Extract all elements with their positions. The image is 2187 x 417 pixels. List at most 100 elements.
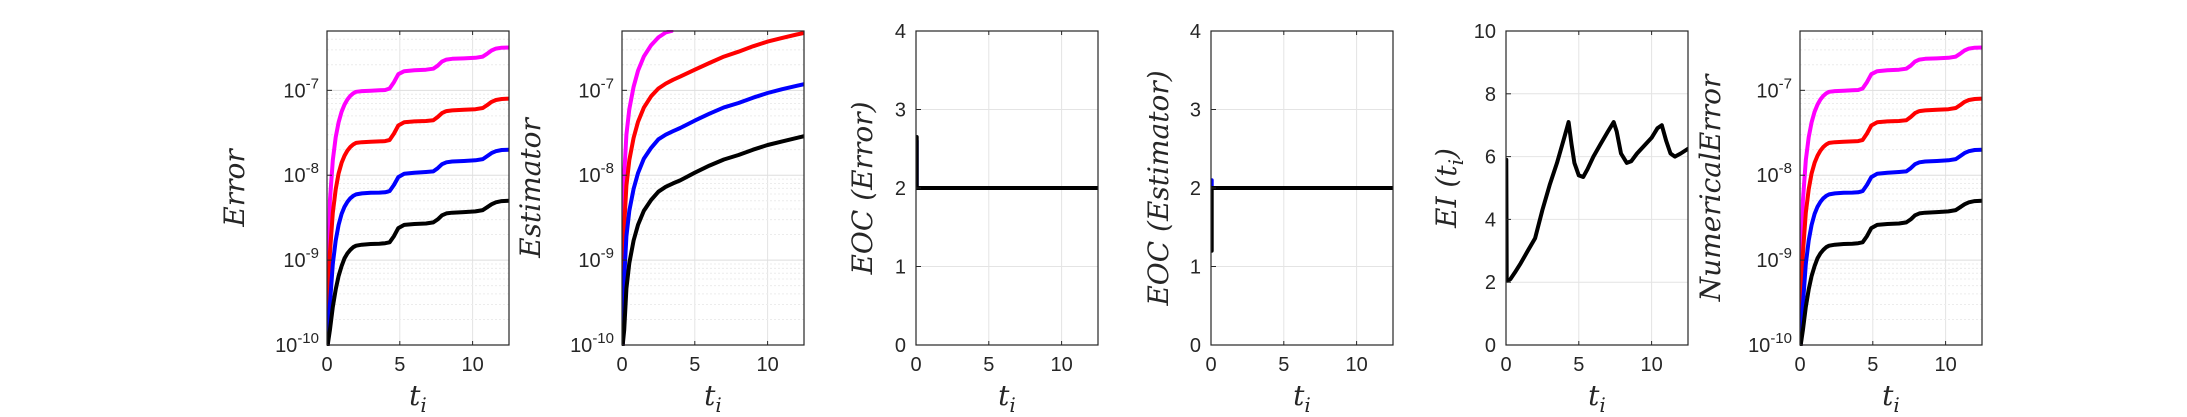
x-tick-label: 5 [983, 354, 994, 376]
y-tick-label: 10-7 [1756, 75, 1792, 102]
x-tick-label: 10 [1345, 354, 1367, 376]
series-group [622, 30, 804, 346]
x-axis-label-subscript: i [420, 393, 426, 417]
y-tick-mantissa: 10 [578, 165, 600, 187]
y-tick-exponent: -10 [592, 330, 614, 347]
x-axis-label-main: t [998, 379, 1010, 412]
x-tick-label: 5 [689, 354, 700, 376]
series-line-black [327, 198, 509, 346]
y-tick-label: 10-8 [1756, 160, 1792, 187]
series-line-magenta [1800, 45, 1982, 346]
series-group [327, 45, 509, 346]
y-tick-label: 10-10 [570, 330, 614, 357]
series-group [1800, 45, 1982, 346]
series-line-red [1800, 96, 1982, 346]
y-tick-mantissa: 10 [275, 335, 297, 357]
y-tick-label: 10-9 [283, 245, 319, 272]
x-axis-label-subscript: i [715, 393, 721, 417]
x-axis-label-subscript: i [1009, 393, 1015, 417]
y-axis-label-main: EI (t [1430, 165, 1463, 229]
y-tick-label: 10-10 [275, 330, 319, 357]
x-axis-label-subscript: i [1893, 393, 1899, 417]
x-axis-label: ti [1882, 379, 1900, 417]
y-tick-exponent: -8 [1779, 160, 1792, 177]
y-tick-label: 0 [1485, 335, 1496, 357]
plot-area [622, 31, 804, 345]
x-axis-label-main: t [1882, 379, 1894, 412]
x-tick-label: 10 [756, 354, 778, 376]
y-tick-label: 3 [895, 100, 906, 122]
plot-area [327, 31, 509, 345]
y-tick-exponent: -8 [601, 160, 614, 177]
x-tick-label: 5 [1278, 354, 1289, 376]
y-tick-label: 1 [895, 257, 906, 279]
y-tick-exponent: -9 [306, 245, 319, 262]
y-tick-exponent: -7 [601, 75, 614, 92]
y-tick-mantissa: 10 [1756, 165, 1778, 187]
y-tick-label: 2 [1190, 178, 1201, 200]
y-tick-exponent: -9 [601, 245, 614, 262]
x-axis-label-main: t [1588, 379, 1600, 412]
x-tick-label: 5 [1573, 354, 1584, 376]
y-tick-exponent: -7 [306, 75, 319, 92]
y-tick-label: 2 [895, 178, 906, 200]
y-tick-label: 10-8 [283, 160, 319, 187]
y-tick-label: 10-7 [283, 75, 319, 102]
x-tick-label: 0 [1500, 354, 1511, 376]
y-tick-mantissa: 10 [1748, 335, 1770, 357]
axes-box [1505, 30, 1689, 346]
x-axis-label: ti [409, 379, 427, 417]
x-tick-label: 0 [321, 354, 332, 376]
y-tick-label: 10-10 [1748, 330, 1792, 357]
y-tick-label: 0 [895, 335, 906, 357]
series-group [1506, 120, 1688, 283]
x-tick-label: 0 [1205, 354, 1216, 376]
y-tick-mantissa: 10 [283, 250, 305, 272]
x-axis-label-subscript: i [1599, 393, 1605, 417]
y-axis-label: EOC (Estimator) [1142, 70, 1175, 306]
y-axis-label: NumericalError [1694, 73, 1727, 302]
series-line-blue [622, 82, 804, 346]
y-tick-mantissa: 10 [578, 80, 600, 102]
y-axis-label-close: ) [1430, 148, 1463, 160]
series-line-black [622, 134, 804, 346]
series-line-blue [327, 147, 509, 346]
axes-box [326, 30, 510, 346]
y-axis-label-subscript: i [1444, 159, 1468, 165]
plot-area [1506, 31, 1688, 345]
y-tick-label: 10-8 [578, 160, 614, 187]
axes-box [1799, 30, 1983, 346]
y-tick-label: 10-7 [578, 75, 614, 102]
series-line-blue [1800, 147, 1982, 346]
x-axis-label-main: t [704, 379, 716, 412]
y-tick-label: 10-9 [1756, 245, 1792, 272]
y-tick-label: 4 [895, 21, 906, 43]
y-axis-label: EOC (Error) [846, 101, 879, 275]
y-tick-exponent: -10 [297, 330, 319, 347]
x-tick-label: 10 [1050, 354, 1072, 376]
series-line-magenta [622, 30, 674, 346]
y-tick-label: 3 [1190, 100, 1201, 122]
series-line-magenta [327, 45, 509, 346]
x-axis-label: ti [1293, 379, 1311, 417]
y-tick-label: 10-9 [578, 245, 614, 272]
y-tick-exponent: -8 [306, 160, 319, 177]
y-tick-label: 0 [1190, 335, 1201, 357]
y-axis-label: Estimator [514, 117, 547, 259]
y-tick-label: 4 [1485, 209, 1496, 231]
y-tick-label: 2 [1485, 272, 1496, 294]
x-tick-label: 0 [910, 354, 921, 376]
x-tick-label: 5 [1867, 354, 1878, 376]
y-tick-mantissa: 10 [1756, 250, 1778, 272]
y-tick-label: 1 [1190, 257, 1201, 279]
y-tick-mantissa: 10 [570, 335, 592, 357]
y-tick-label: 4 [1190, 21, 1201, 43]
x-tick-label: 0 [616, 354, 627, 376]
x-axis-label: ti [704, 379, 722, 417]
x-axis-label-subscript: i [1304, 393, 1310, 417]
y-tick-mantissa: 10 [283, 165, 305, 187]
